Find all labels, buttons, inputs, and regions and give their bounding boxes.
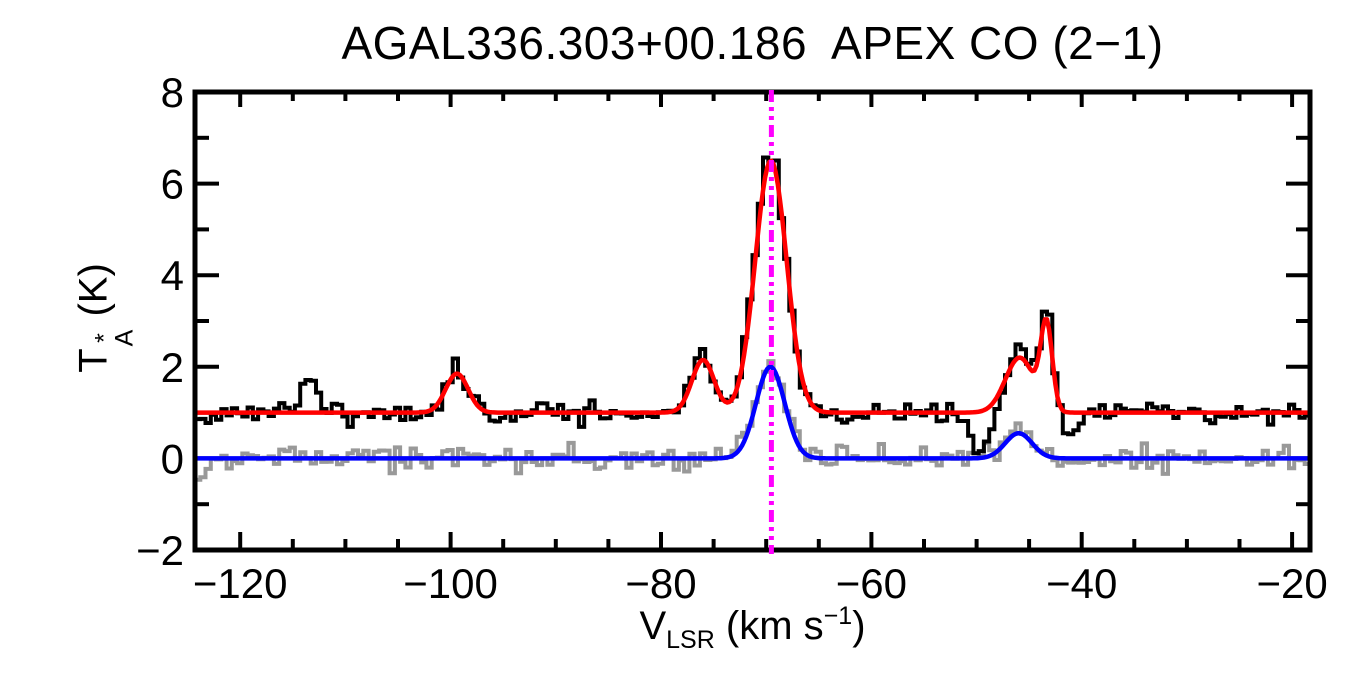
y-tick-label: 2 xyxy=(161,344,184,391)
x-tick-label: −60 xyxy=(836,560,907,607)
y-tick-label: 8 xyxy=(161,69,184,116)
y-tick-label: 4 xyxy=(161,252,184,299)
x-axis-title-close: ) xyxy=(852,604,866,648)
x-tick-label: −100 xyxy=(403,560,498,607)
plot-frame xyxy=(192,89,1313,553)
y-tick-labels: −2 0 2 4 6 8 xyxy=(136,69,184,574)
y-axis-title-supsub: * A xyxy=(90,329,139,347)
x-axis-title-unit: (km s xyxy=(714,604,824,648)
x-tick-label: −120 xyxy=(193,560,288,607)
spectra-layers xyxy=(197,155,1308,482)
y-axis-title-unit: (K) xyxy=(71,263,116,328)
x-tick-label: −80 xyxy=(625,560,696,607)
y-axis-title-symbol: T xyxy=(71,348,116,373)
reference-spectrum xyxy=(197,359,1308,482)
y-tick-label: 6 xyxy=(161,161,184,208)
chart-title: AGAL336.303+00.186 APEX CO (2−1) xyxy=(341,17,1164,69)
x-axis-title-symbol: V xyxy=(639,604,667,648)
gaussian-fit-reference xyxy=(197,364,1308,461)
y-tick-label: 0 xyxy=(161,435,184,482)
gaussian-fit-observed xyxy=(197,158,1308,415)
axis-ticks xyxy=(196,90,1309,552)
x-tick-labels: −120 −100 −80 −60 −40 −20 xyxy=(193,560,1328,607)
x-axis-title: VLSR (km s−1) xyxy=(195,602,1310,655)
x-tick-label: −20 xyxy=(1256,560,1327,607)
y-tick-label: −2 xyxy=(136,527,184,574)
x-tick-label: −40 xyxy=(1046,560,1117,607)
y-axis-title: T * A (K) xyxy=(71,263,139,373)
x-axis-title-subscript: LSR xyxy=(666,626,715,654)
x-axis-title-exponent: −1 xyxy=(823,602,853,630)
